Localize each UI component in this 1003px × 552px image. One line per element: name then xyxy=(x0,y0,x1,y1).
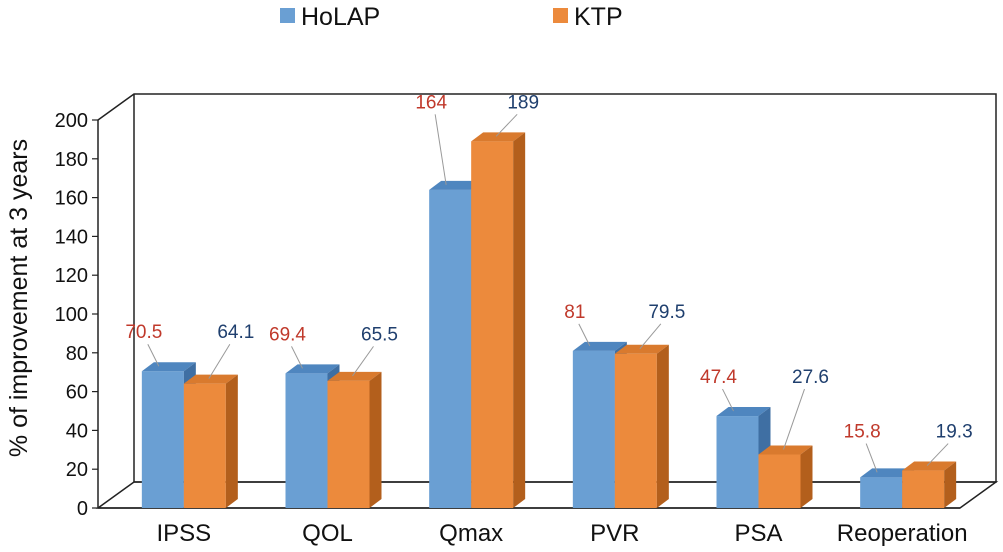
bar-ktp-ipss xyxy=(183,374,238,508)
legend-swatch-ktp xyxy=(553,8,568,23)
data-label-ktp: 65.5 xyxy=(361,324,398,345)
y-tick-label: 0 xyxy=(77,498,88,520)
bar-ktp-qol xyxy=(327,371,382,508)
bar-front xyxy=(902,470,945,508)
legend-swatch-holap xyxy=(280,8,295,23)
bar-front xyxy=(758,454,801,508)
bar-top xyxy=(327,371,382,381)
x-category-label: PVR xyxy=(590,520,639,547)
bar-front xyxy=(285,373,328,508)
data-label-ktp: 79.5 xyxy=(648,302,685,323)
y-tick-label: 100 xyxy=(55,304,88,326)
bar-front xyxy=(429,189,472,508)
bar-side xyxy=(513,132,526,508)
bar-top xyxy=(902,461,957,471)
data-labels: 70.5 64.1 69.4 65.5 164 189 81 79.5 47.4 27.6 15.8… xyxy=(125,92,973,473)
x-category-label: Qmax xyxy=(439,520,503,547)
y-tick-label: 60 xyxy=(66,382,88,404)
bar-top xyxy=(429,180,484,190)
bar-front xyxy=(716,416,759,508)
data-label-ktp: 27.6 xyxy=(792,367,829,388)
y-tick-label: 200 xyxy=(55,110,88,132)
leader-line xyxy=(208,343,231,379)
bar-top xyxy=(183,374,238,384)
bar-ktp-psa xyxy=(758,445,813,508)
leader-line xyxy=(865,443,878,473)
bar-front xyxy=(614,353,657,508)
bar-ktp-reoperation xyxy=(902,461,957,508)
bar-top xyxy=(614,344,669,354)
y-tick-label: 160 xyxy=(55,188,88,210)
legend: HoLAP KTP xyxy=(280,3,623,31)
bar-side xyxy=(944,461,957,508)
bar-side xyxy=(656,344,669,508)
y-axis-label: % of improvement at 3 years xyxy=(5,139,33,457)
bar-top xyxy=(285,364,340,374)
bar-front xyxy=(471,141,514,508)
bar-top xyxy=(860,468,915,478)
bar-ktp-pvr xyxy=(614,344,669,508)
bar-side xyxy=(369,371,382,508)
data-label-holap: 164 xyxy=(415,92,447,113)
leader-line xyxy=(495,113,518,137)
y-tick-label: 140 xyxy=(55,226,88,248)
x-category-label: QOL xyxy=(302,520,353,547)
y-tick-label: 80 xyxy=(66,343,88,365)
leader-line xyxy=(434,114,447,185)
leader-line xyxy=(722,388,734,412)
leader-line xyxy=(783,388,805,450)
data-label-holap: 15.8 xyxy=(844,422,881,443)
bar-front xyxy=(572,350,615,508)
bar-top xyxy=(141,362,196,372)
bar-front xyxy=(183,383,226,508)
bar-ktp-qmax xyxy=(471,132,526,508)
x-category-label: Reoperation xyxy=(837,520,968,547)
legend-label-holap: HoLAP xyxy=(301,3,380,31)
y-tick-label: 40 xyxy=(66,420,88,442)
x-category-label: IPSS xyxy=(156,520,211,547)
bar-side xyxy=(225,374,238,508)
data-label-ktp: 64.1 xyxy=(217,322,254,343)
leader-line xyxy=(926,443,949,466)
leader-line xyxy=(639,323,662,350)
y-tick-label: 180 xyxy=(55,149,88,171)
x-category-label: PSA xyxy=(734,520,782,547)
leader-line xyxy=(291,346,303,369)
data-label-ktp: 189 xyxy=(507,92,539,113)
bar-top xyxy=(716,407,771,417)
bar-top xyxy=(471,132,526,142)
y-tick-label: 120 xyxy=(55,265,88,287)
bars xyxy=(141,132,957,508)
data-label-holap: 69.4 xyxy=(269,324,306,345)
leader-line xyxy=(352,346,374,377)
back-wall xyxy=(97,93,997,483)
axes: 0 20 40 60 80 100 120 140 160 180 200 IPSS QOL Qmax PV… xyxy=(55,93,999,547)
bar-top xyxy=(572,341,627,351)
data-label-holap: 47.4 xyxy=(700,367,737,388)
data-label-ktp: 19.3 xyxy=(936,422,973,443)
bar-front xyxy=(141,371,184,508)
data-label-holap: 70.5 xyxy=(125,322,162,343)
leader-line xyxy=(147,344,160,367)
bar-front xyxy=(327,380,370,508)
bar-top xyxy=(758,445,813,455)
y-tick-label: 20 xyxy=(66,459,88,481)
bar-side xyxy=(800,445,813,508)
bar-front xyxy=(860,477,903,508)
leader-line xyxy=(578,323,591,347)
data-label-holap: 81 xyxy=(564,302,585,323)
legend-label-ktp: KTP xyxy=(574,3,623,31)
